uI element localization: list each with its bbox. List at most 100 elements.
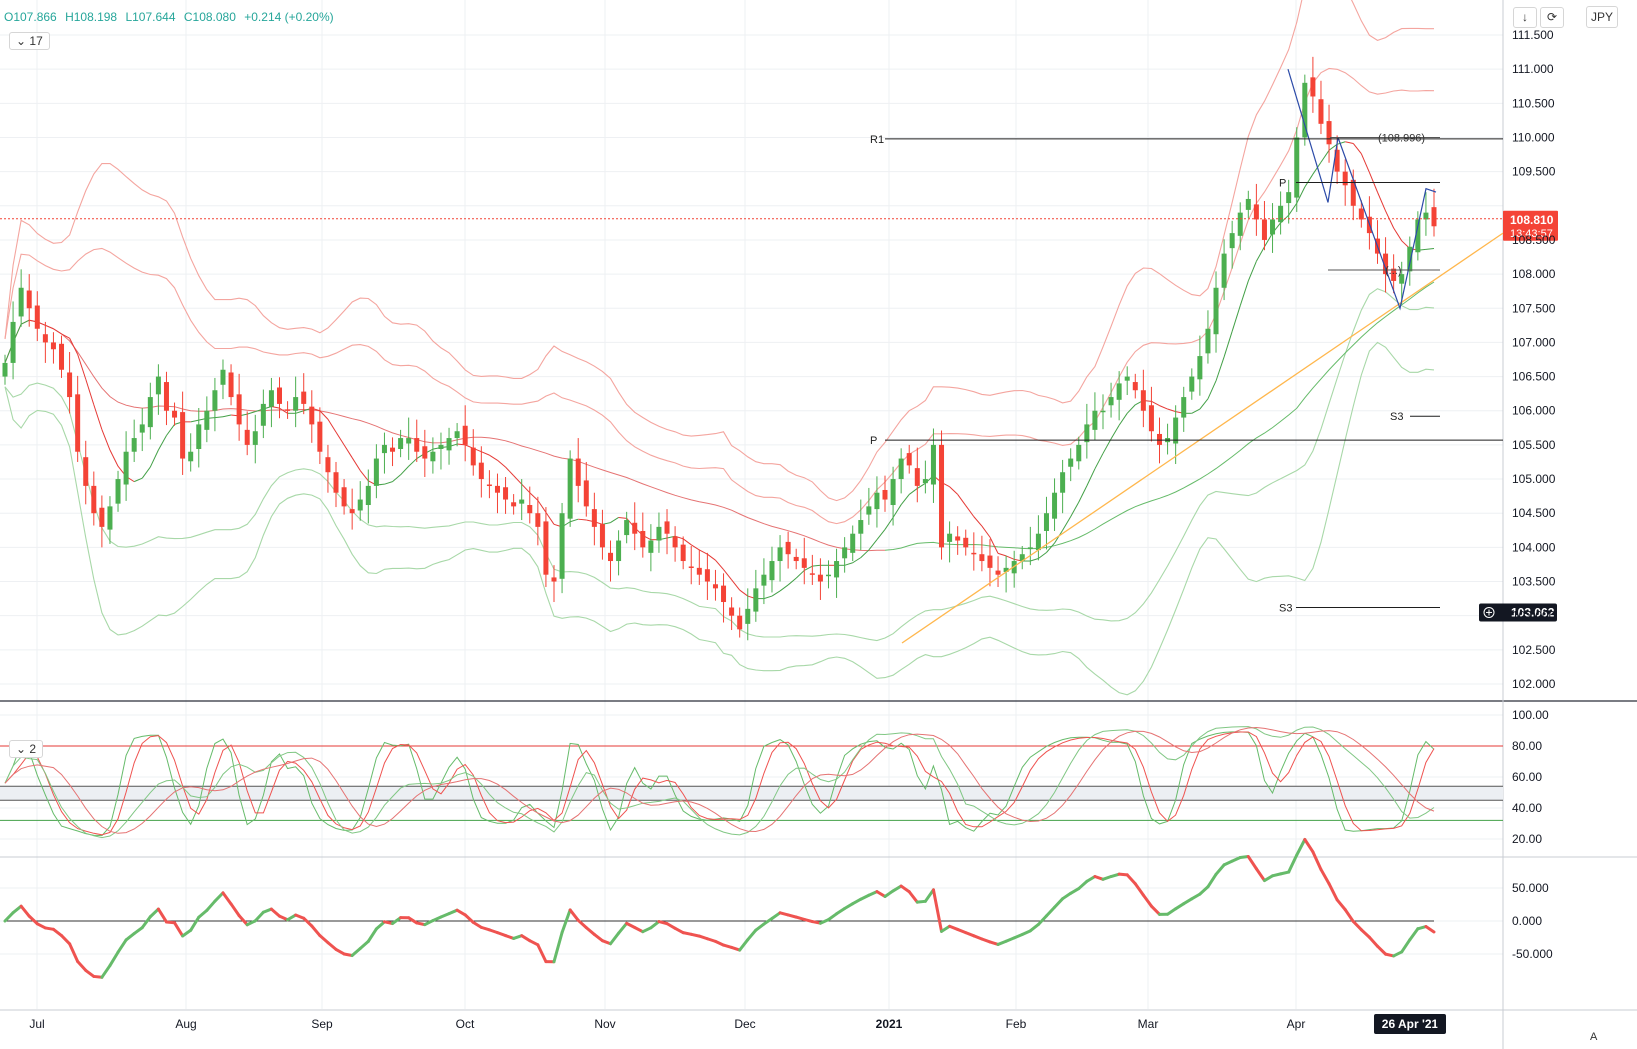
candle-body <box>172 410 178 418</box>
candle-body <box>503 487 509 500</box>
fast-ma-segment <box>1247 261 1257 282</box>
momentum-segment <box>140 915 152 930</box>
fast-ma-segment <box>77 354 87 380</box>
x-tick-label: Feb <box>1006 1017 1027 1031</box>
candle-body <box>1003 567 1009 572</box>
momentum-segment <box>931 888 944 933</box>
replay-button[interactable]: ⟳ <box>1540 7 1564 28</box>
candle-body <box>640 530 646 548</box>
candle-body <box>2 362 8 377</box>
current-price-countdown: 13:43:57 <box>1510 228 1553 240</box>
momentum-segment <box>770 911 782 921</box>
x-tick-label: Sep <box>311 1017 333 1031</box>
band-inner-lower <box>4 288 1435 642</box>
candle-body <box>325 457 331 473</box>
fast-ma-segment <box>1078 485 1088 503</box>
candle-body <box>212 390 218 411</box>
candle-body <box>729 607 735 616</box>
replay-icon: ⟳ <box>1546 10 1558 24</box>
candle-body <box>785 541 791 555</box>
candle-body <box>163 382 169 411</box>
download-button[interactable]: ↓ <box>1513 7 1537 28</box>
momentum-segment <box>625 921 637 930</box>
fast-ma-segment <box>327 419 337 433</box>
fast-ma-segment <box>521 483 531 494</box>
fast-ma-segment <box>1159 405 1168 410</box>
oscillator-tick-label: 100.00 <box>1512 708 1549 722</box>
candle-body <box>1148 405 1154 432</box>
fast-ma-segment <box>93 404 103 430</box>
momentum-segment <box>1424 925 1436 934</box>
price-tick-label: 110.000 <box>1512 130 1555 144</box>
fast-ma-segment <box>868 539 878 551</box>
candle-body <box>34 305 40 329</box>
momentum-segment <box>302 916 314 928</box>
candle-body <box>696 567 702 575</box>
fast-ma-segment <box>400 465 410 476</box>
candle-body <box>67 372 73 398</box>
candle-body <box>1326 121 1332 145</box>
candle-body <box>939 444 945 548</box>
candle-body <box>801 558 807 568</box>
fast-ma-segment <box>1312 161 1322 175</box>
momentum-segment <box>1069 887 1081 895</box>
candle-body <box>656 526 662 541</box>
candle-body <box>882 489 888 500</box>
fast-ma-segment <box>682 538 692 546</box>
fast-ma-segment <box>1191 408 1201 414</box>
fast-ma-segment <box>1320 150 1330 163</box>
momentum-segment <box>899 884 911 894</box>
price-tick-label: 103.000 <box>1512 609 1556 623</box>
main-indicator-toggle[interactable]: ⌄ 17 <box>9 32 50 50</box>
fast-ma-segment <box>505 466 514 476</box>
momentum-tick-label: 0.000 <box>1512 914 1542 928</box>
candle-body <box>825 574 831 577</box>
momentum-segment <box>592 932 604 943</box>
fast-ma-segment <box>513 475 523 485</box>
fast-ma-segment <box>1377 191 1387 212</box>
momentum-segment <box>1359 928 1371 939</box>
fast-ma-segment <box>707 553 716 561</box>
pivot-label: S3 <box>1390 411 1403 423</box>
candle-body <box>42 334 48 343</box>
x-tick-label: Jul <box>29 1017 44 1031</box>
candle-body <box>1294 137 1300 198</box>
momentum-segment <box>1044 905 1057 918</box>
momentum-segment <box>132 926 144 936</box>
fast-ma-segment <box>610 517 619 524</box>
oscillator-slow-d <box>4 726 1435 834</box>
price-tick-label: 104.500 <box>1512 506 1556 520</box>
auto-scale-button[interactable]: A <box>1590 1031 1597 1043</box>
fast-ma-segment <box>1360 153 1370 173</box>
candle-body <box>1278 205 1284 223</box>
momentum-segment <box>520 934 532 943</box>
fast-ma-segment <box>1264 232 1273 248</box>
candle-body <box>1084 424 1090 443</box>
fast-ma-segment <box>884 517 894 530</box>
oscillator-pane-toggle[interactable]: ⌄ 2 <box>9 740 44 758</box>
fast-ma-segment <box>351 457 361 471</box>
candle-body <box>874 492 880 510</box>
momentum-segment <box>11 904 23 915</box>
candle-body <box>559 513 565 579</box>
fast-ma-segment <box>949 486 959 495</box>
candle-body <box>188 451 194 462</box>
fast-ma-segment <box>489 454 498 461</box>
fast-ma-segment <box>1328 143 1338 151</box>
momentum-segment <box>673 926 685 935</box>
fast-ma-segment <box>569 518 579 523</box>
momentum-segment <box>407 916 419 925</box>
momentum-segment <box>35 922 47 930</box>
momentum-segment <box>1077 879 1089 891</box>
fast-ma-segment <box>723 569 733 581</box>
ohlc-readout: O107.866 H108.198 L107.644 C108.080 +0.2… <box>4 10 339 24</box>
momentum-segment <box>471 920 483 929</box>
candle-body <box>858 520 864 534</box>
fast-ma-segment <box>1005 555 1015 560</box>
currency-button[interactable]: JPY <box>1586 6 1618 28</box>
chevron-down-icon: ⌄ <box>16 742 27 756</box>
candle-body <box>1261 219 1267 240</box>
candle-body <box>1270 219 1276 235</box>
momentum-segment <box>237 914 249 927</box>
